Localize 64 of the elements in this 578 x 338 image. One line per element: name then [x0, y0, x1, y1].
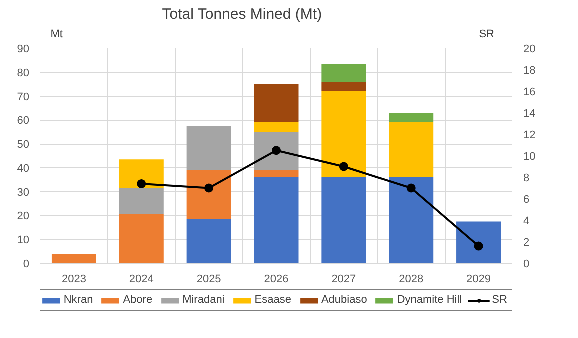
x-tick-label: 2023 [62, 274, 86, 286]
bar [322, 82, 366, 92]
point [339, 162, 348, 172]
y-tick-label: 60 [17, 115, 30, 128]
bar [322, 178, 366, 264]
y-tick-label: 40 [17, 162, 30, 175]
bar [52, 254, 96, 264]
y2-tick-label: 12 [524, 130, 536, 142]
legend-label: Dynamite Hill [397, 294, 462, 306]
legend-label: Miradani [182, 294, 225, 306]
y-axis-title: Mt [50, 28, 63, 40]
y2-tick-label: 0 [524, 258, 530, 270]
y2-axis-title: SR [479, 28, 495, 40]
y2-tick-label: 16 [524, 86, 536, 98]
y2-tick-label: 20 [524, 44, 536, 56]
legend-label: Adubiaso [321, 294, 368, 306]
y2-tick-label: 14 [524, 108, 536, 120]
x-tick-label: 2027 [332, 274, 356, 286]
bar [254, 122, 299, 132]
point [204, 184, 214, 193]
y-tick-label: 20 [17, 210, 30, 223]
y2-tick-label: 6 [524, 194, 530, 206]
legend-label: Abore [123, 294, 153, 306]
bar [186, 219, 232, 264]
x-tick-label: 2026 [264, 274, 289, 286]
point [137, 179, 146, 188]
legend-label: Nkran [64, 294, 94, 306]
legend-label: SR [492, 294, 508, 306]
x-tick-label: 2024 [129, 274, 154, 286]
bar [389, 178, 434, 264]
y2-tick-label: 4 [524, 216, 530, 228]
y2-tick-label: 8 [524, 172, 530, 184]
point [474, 242, 484, 251]
y2-tick-label: 10 [524, 151, 536, 163]
bar [119, 160, 164, 188]
bar [186, 170, 232, 220]
y-tick-label: 90 [17, 44, 30, 56]
bar [456, 222, 502, 264]
bar [254, 178, 299, 264]
chart-title: Total Tonnes Mined (Mt) [162, 6, 322, 23]
y-tick-label: 10 [17, 234, 30, 247]
point [406, 184, 416, 193]
bar [119, 214, 164, 264]
bar [186, 126, 232, 170]
y2-tick-label: 2 [524, 237, 530, 249]
bar [389, 122, 434, 178]
x-tick-label: 2025 [196, 274, 222, 286]
bar [322, 64, 366, 82]
bar [389, 113, 434, 123]
bar [254, 132, 299, 170]
y-tick-label: 50 [17, 139, 30, 152]
y-tick-label: 30 [17, 186, 30, 199]
y-tick-label: 70 [17, 91, 30, 104]
y-tick-label: 0 [23, 258, 30, 270]
y2-tick-label: 18 [524, 65, 536, 77]
point [272, 146, 281, 156]
x-tick-label: 2029 [466, 274, 492, 286]
y-tick-label: 80 [17, 67, 30, 80]
bar [322, 92, 366, 178]
bar [119, 188, 164, 215]
bar [254, 84, 299, 123]
bar [254, 170, 299, 178]
x-tick-label: 2028 [399, 274, 424, 286]
legend-label: Esaase [254, 294, 292, 306]
